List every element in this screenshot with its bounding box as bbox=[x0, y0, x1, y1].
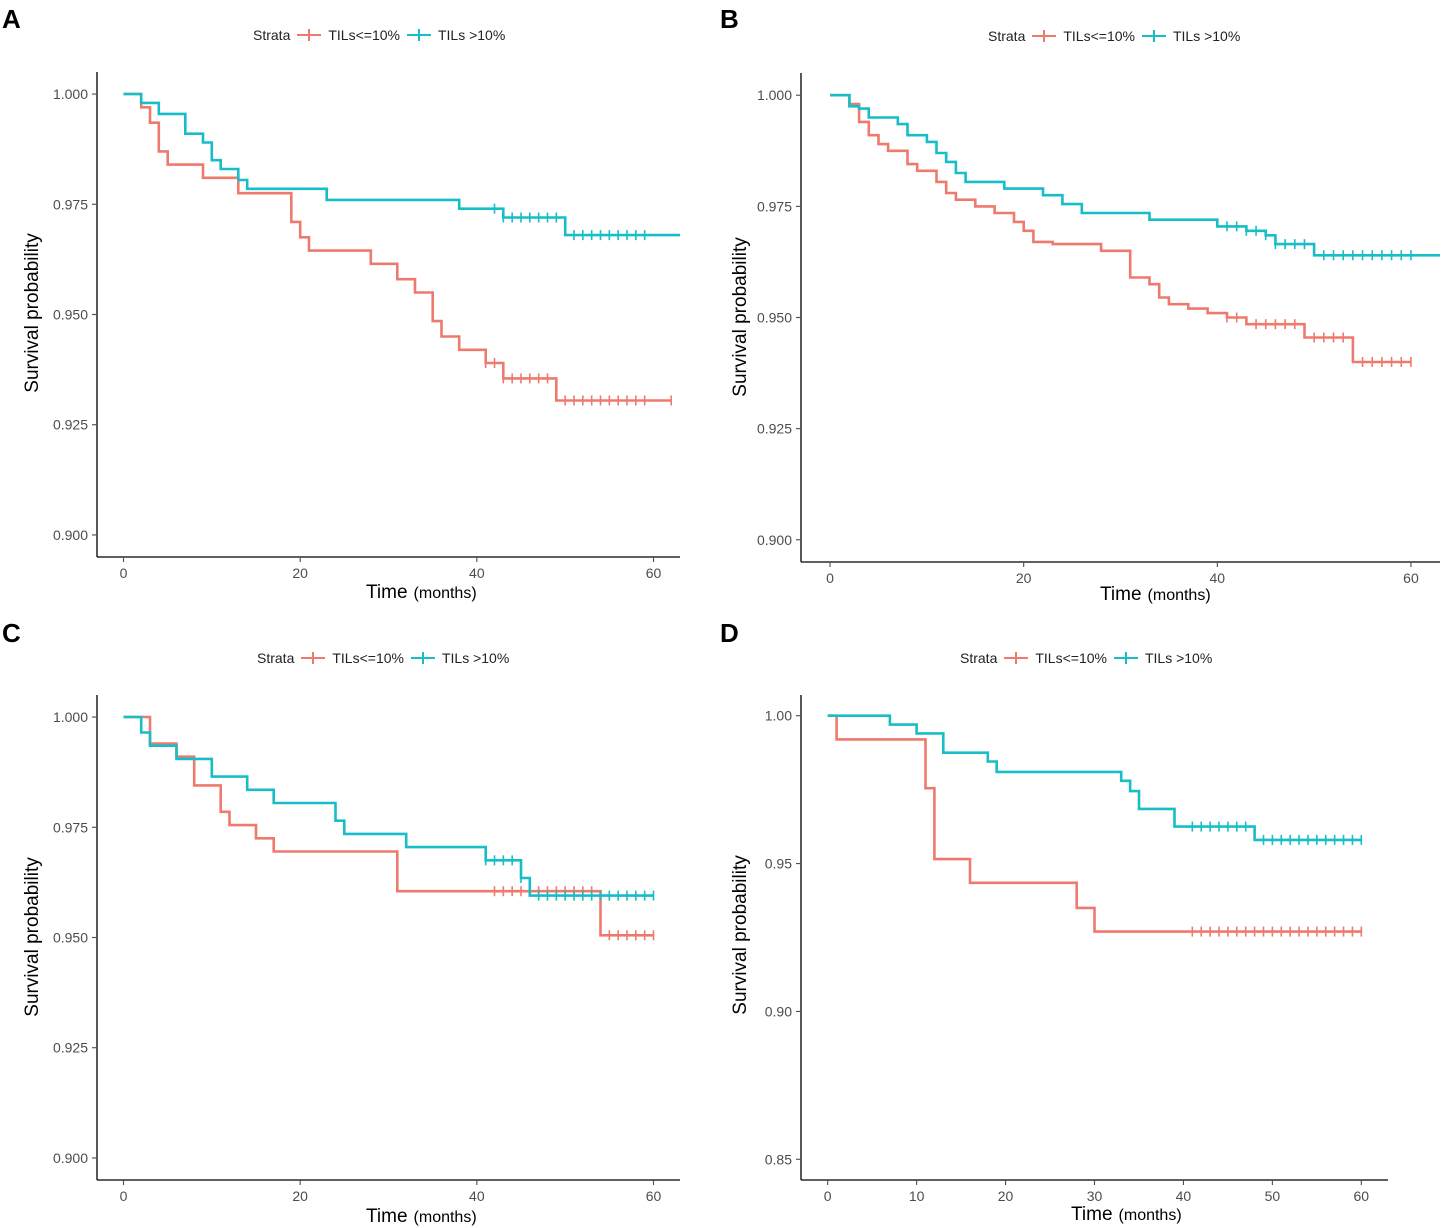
y-tick-label: 0.925 bbox=[757, 421, 792, 437]
series-line-high bbox=[123, 92, 680, 237]
x-axis-title: Time bbox=[1071, 1204, 1113, 1225]
y-tick-label: 0.900 bbox=[53, 527, 88, 543]
x-tick-label: 60 bbox=[1403, 570, 1419, 586]
y-tick-label: 0.900 bbox=[53, 1150, 88, 1166]
y-tick-label: 1.000 bbox=[53, 86, 88, 102]
x-axis-label-d: Time (months) bbox=[1071, 1204, 1182, 1226]
legend-d: Strata TILs<=10% TILs >10% bbox=[960, 650, 1212, 666]
legend-label-high: TILs >10% bbox=[1172, 28, 1241, 44]
survival-plot-d: 0.85 0.90 0.95 1.00 0 10 20 30 40 50 60 bbox=[765, 695, 1388, 1204]
legend-key-low-icon bbox=[1032, 29, 1057, 43]
y-tick-label: 1.000 bbox=[53, 709, 88, 725]
legend-title: Strata bbox=[960, 650, 998, 666]
y-tick-label: 0.950 bbox=[757, 310, 792, 326]
y-tick-label: 0.90 bbox=[765, 1003, 792, 1019]
legend-a: Strata TILs<=10% TILs >10% bbox=[253, 27, 505, 43]
x-axis-unit: (months) bbox=[413, 1209, 477, 1226]
series-line-high bbox=[827, 714, 1362, 842]
y-tick-label: 0.925 bbox=[53, 417, 88, 433]
legend-label-low: TILs<=10% bbox=[332, 650, 404, 666]
x-axis-title: Time bbox=[366, 1206, 408, 1227]
legend-key-high-icon bbox=[406, 28, 431, 42]
legend-key-high-icon bbox=[1113, 651, 1138, 665]
survival-plot-a: 0.900 0.925 0.950 0.975 1.000 0 20 40 60 bbox=[53, 72, 680, 581]
legend-label-low: TILs<=10% bbox=[328, 27, 400, 43]
x-axis-title: Time bbox=[1100, 584, 1142, 605]
x-axis-label-b: Time (months) bbox=[1100, 584, 1211, 606]
x-tick-label: 20 bbox=[1016, 570, 1032, 586]
x-axis-unit: (months) bbox=[1147, 587, 1211, 604]
y-tick-label: 0.95 bbox=[765, 856, 792, 872]
series-line-high bbox=[123, 715, 654, 897]
legend-title: Strata bbox=[988, 28, 1026, 44]
series-line-high bbox=[830, 93, 1440, 257]
y-tick-label: 0.900 bbox=[757, 532, 792, 548]
x-tick-label: 40 bbox=[469, 565, 485, 581]
panel-letter-b: B bbox=[720, 4, 739, 34]
x-axis-unit: (months) bbox=[1118, 1207, 1182, 1224]
x-axis-label-a: Time (months) bbox=[366, 582, 477, 604]
series-line-low bbox=[123, 92, 672, 402]
y-tick-label: 0.925 bbox=[53, 1040, 88, 1056]
y-tick-label: 0.975 bbox=[757, 198, 792, 214]
survival-plot-b: 0.900 0.925 0.950 0.975 1.000 0 20 40 60 bbox=[757, 73, 1440, 586]
legend-title: Strata bbox=[253, 27, 291, 43]
x-tick-label: 40 bbox=[1176, 1188, 1192, 1204]
legend-label-low: TILs<=10% bbox=[1063, 28, 1135, 44]
legend-label-high: TILs >10% bbox=[437, 27, 506, 43]
y-axis-label-d: Survival probability bbox=[730, 855, 751, 1015]
x-tick-label: 10 bbox=[909, 1188, 925, 1204]
legend-key-low-icon bbox=[297, 28, 322, 42]
x-tick-label: 20 bbox=[292, 565, 308, 581]
y-tick-label: 0.975 bbox=[53, 819, 88, 835]
x-tick-label: 20 bbox=[292, 1188, 308, 1204]
x-tick-label: 50 bbox=[1265, 1188, 1281, 1204]
panel-letter-a: A bbox=[2, 4, 21, 34]
x-axis-unit: (months) bbox=[413, 585, 477, 602]
y-tick-label: 0.85 bbox=[765, 1151, 792, 1167]
y-tick-label: 0.950 bbox=[53, 307, 88, 323]
x-tick-label: 60 bbox=[1354, 1188, 1370, 1204]
legend-key-high-icon bbox=[410, 651, 435, 665]
y-tick-label: 1.00 bbox=[765, 708, 792, 724]
x-tick-label: 60 bbox=[646, 1188, 662, 1204]
x-tick-label: 40 bbox=[469, 1188, 485, 1204]
x-tick-label: 0 bbox=[120, 565, 128, 581]
y-tick-label: 0.975 bbox=[53, 196, 88, 212]
y-axis-label-b: Survival probability bbox=[730, 237, 751, 397]
x-tick-label: 60 bbox=[646, 565, 662, 581]
x-axis-label-c: Time (months) bbox=[366, 1206, 477, 1228]
panel-letter-c: C bbox=[2, 618, 21, 648]
series-line-low bbox=[123, 715, 654, 937]
y-tick-label: 1.000 bbox=[757, 87, 792, 103]
legend-key-low-icon bbox=[301, 651, 326, 665]
legend-c: Strata TILs<=10% TILs >10% bbox=[257, 650, 509, 666]
x-tick-label: 40 bbox=[1210, 570, 1226, 586]
x-axis-title: Time bbox=[366, 582, 408, 603]
legend-label-high: TILs >10% bbox=[441, 650, 510, 666]
x-tick-label: 0 bbox=[120, 1188, 128, 1204]
x-tick-label: 0 bbox=[824, 1188, 832, 1204]
series-line-low bbox=[827, 714, 1362, 933]
y-tick-label: 0.950 bbox=[53, 930, 88, 946]
y-axis-label-c: Survival probability bbox=[22, 857, 43, 1017]
panel-d: D Strata TILs<=10% TILs >10% 0.85 0.90 0.9… bbox=[720, 613, 1441, 1226]
legend-b: Strata TILs<=10% TILs >10% bbox=[988, 28, 1240, 44]
legend-title: Strata bbox=[257, 650, 295, 666]
x-tick-label: 20 bbox=[998, 1188, 1014, 1204]
x-tick-label: 30 bbox=[1087, 1188, 1103, 1204]
legend-key-high-icon bbox=[1141, 29, 1166, 43]
panel-a: A Strata TILs<=10% TILs >10% 0.900 0.925 0… bbox=[0, 0, 720, 613]
legend-label-low: TILs<=10% bbox=[1035, 650, 1107, 666]
legend-key-low-icon bbox=[1004, 651, 1029, 665]
panel-letter-d: D bbox=[720, 618, 739, 648]
y-axis-label-a: Survival probability bbox=[22, 233, 43, 393]
panel-b: B Strata TILs<=10% TILs >10% 0.900 0.925 0… bbox=[720, 0, 1441, 613]
survival-plot-c: 0.900 0.925 0.950 0.975 1.000 0 20 40 60 bbox=[53, 695, 680, 1204]
legend-label-high: TILs >10% bbox=[1144, 650, 1213, 666]
panel-c: C Strata TILs<=10% TILs >10% 0.900 0.925 0… bbox=[0, 613, 720, 1228]
x-tick-label: 0 bbox=[826, 570, 834, 586]
series-line-low bbox=[830, 93, 1411, 364]
